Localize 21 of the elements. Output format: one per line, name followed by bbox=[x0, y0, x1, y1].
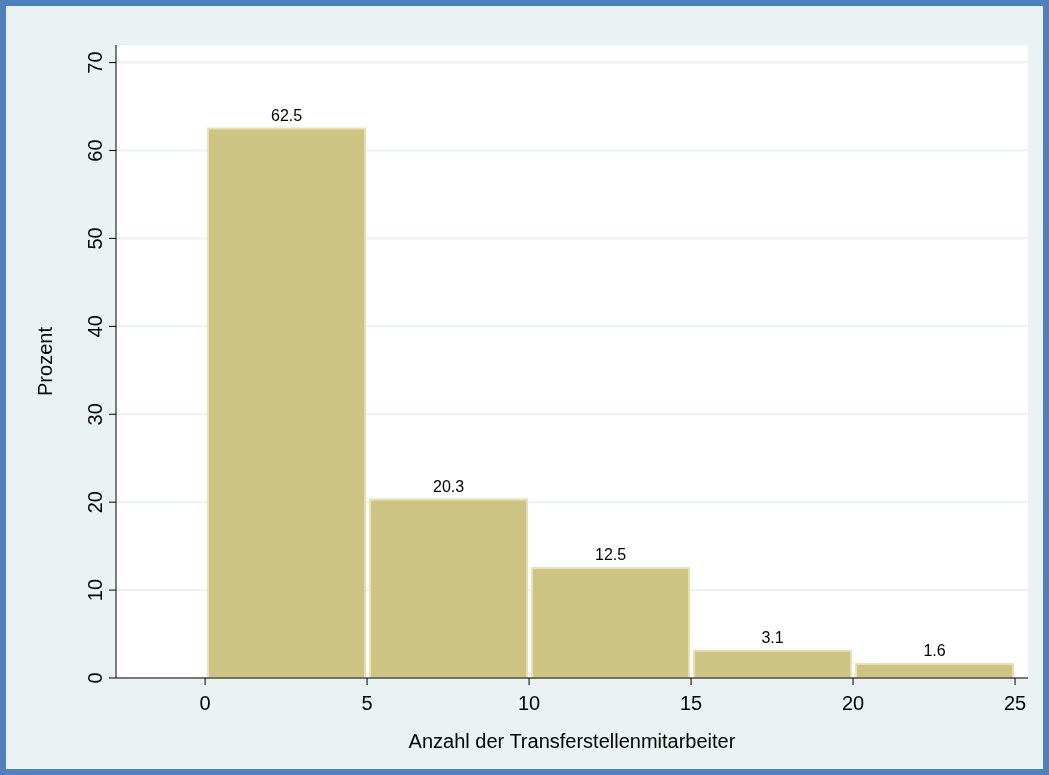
y-tick-label: 50 bbox=[84, 227, 106, 250]
y-tick-label: 60 bbox=[84, 139, 106, 162]
y-tick-label: 40 bbox=[84, 315, 106, 338]
y-tick-label: 0 bbox=[84, 672, 106, 684]
data-label: 20.3 bbox=[433, 477, 465, 495]
data-label: 62.5 bbox=[271, 106, 303, 124]
data-label: 1.6 bbox=[923, 641, 946, 659]
y-tick-label: 20 bbox=[84, 491, 106, 514]
x-tick-label: 25 bbox=[1003, 692, 1027, 714]
x-tick-label: 0 bbox=[199, 692, 211, 714]
y-axis-title: Prozent bbox=[34, 326, 56, 396]
y-tick-label: 10 bbox=[84, 578, 106, 602]
x-tick-label: 5 bbox=[361, 692, 373, 714]
x-tick-label: 10 bbox=[517, 692, 541, 714]
data-label: 3.1 bbox=[761, 628, 784, 646]
x-axis-title: Anzahl der Transferstellenmitarbeiter bbox=[408, 730, 736, 752]
x-tick-label: 20 bbox=[841, 692, 865, 714]
data-label: 12.5 bbox=[595, 546, 627, 564]
y-tick-label: 30 bbox=[84, 403, 106, 426]
y-tick-label: 70 bbox=[84, 51, 106, 74]
x-tick-label: 15 bbox=[679, 692, 703, 714]
